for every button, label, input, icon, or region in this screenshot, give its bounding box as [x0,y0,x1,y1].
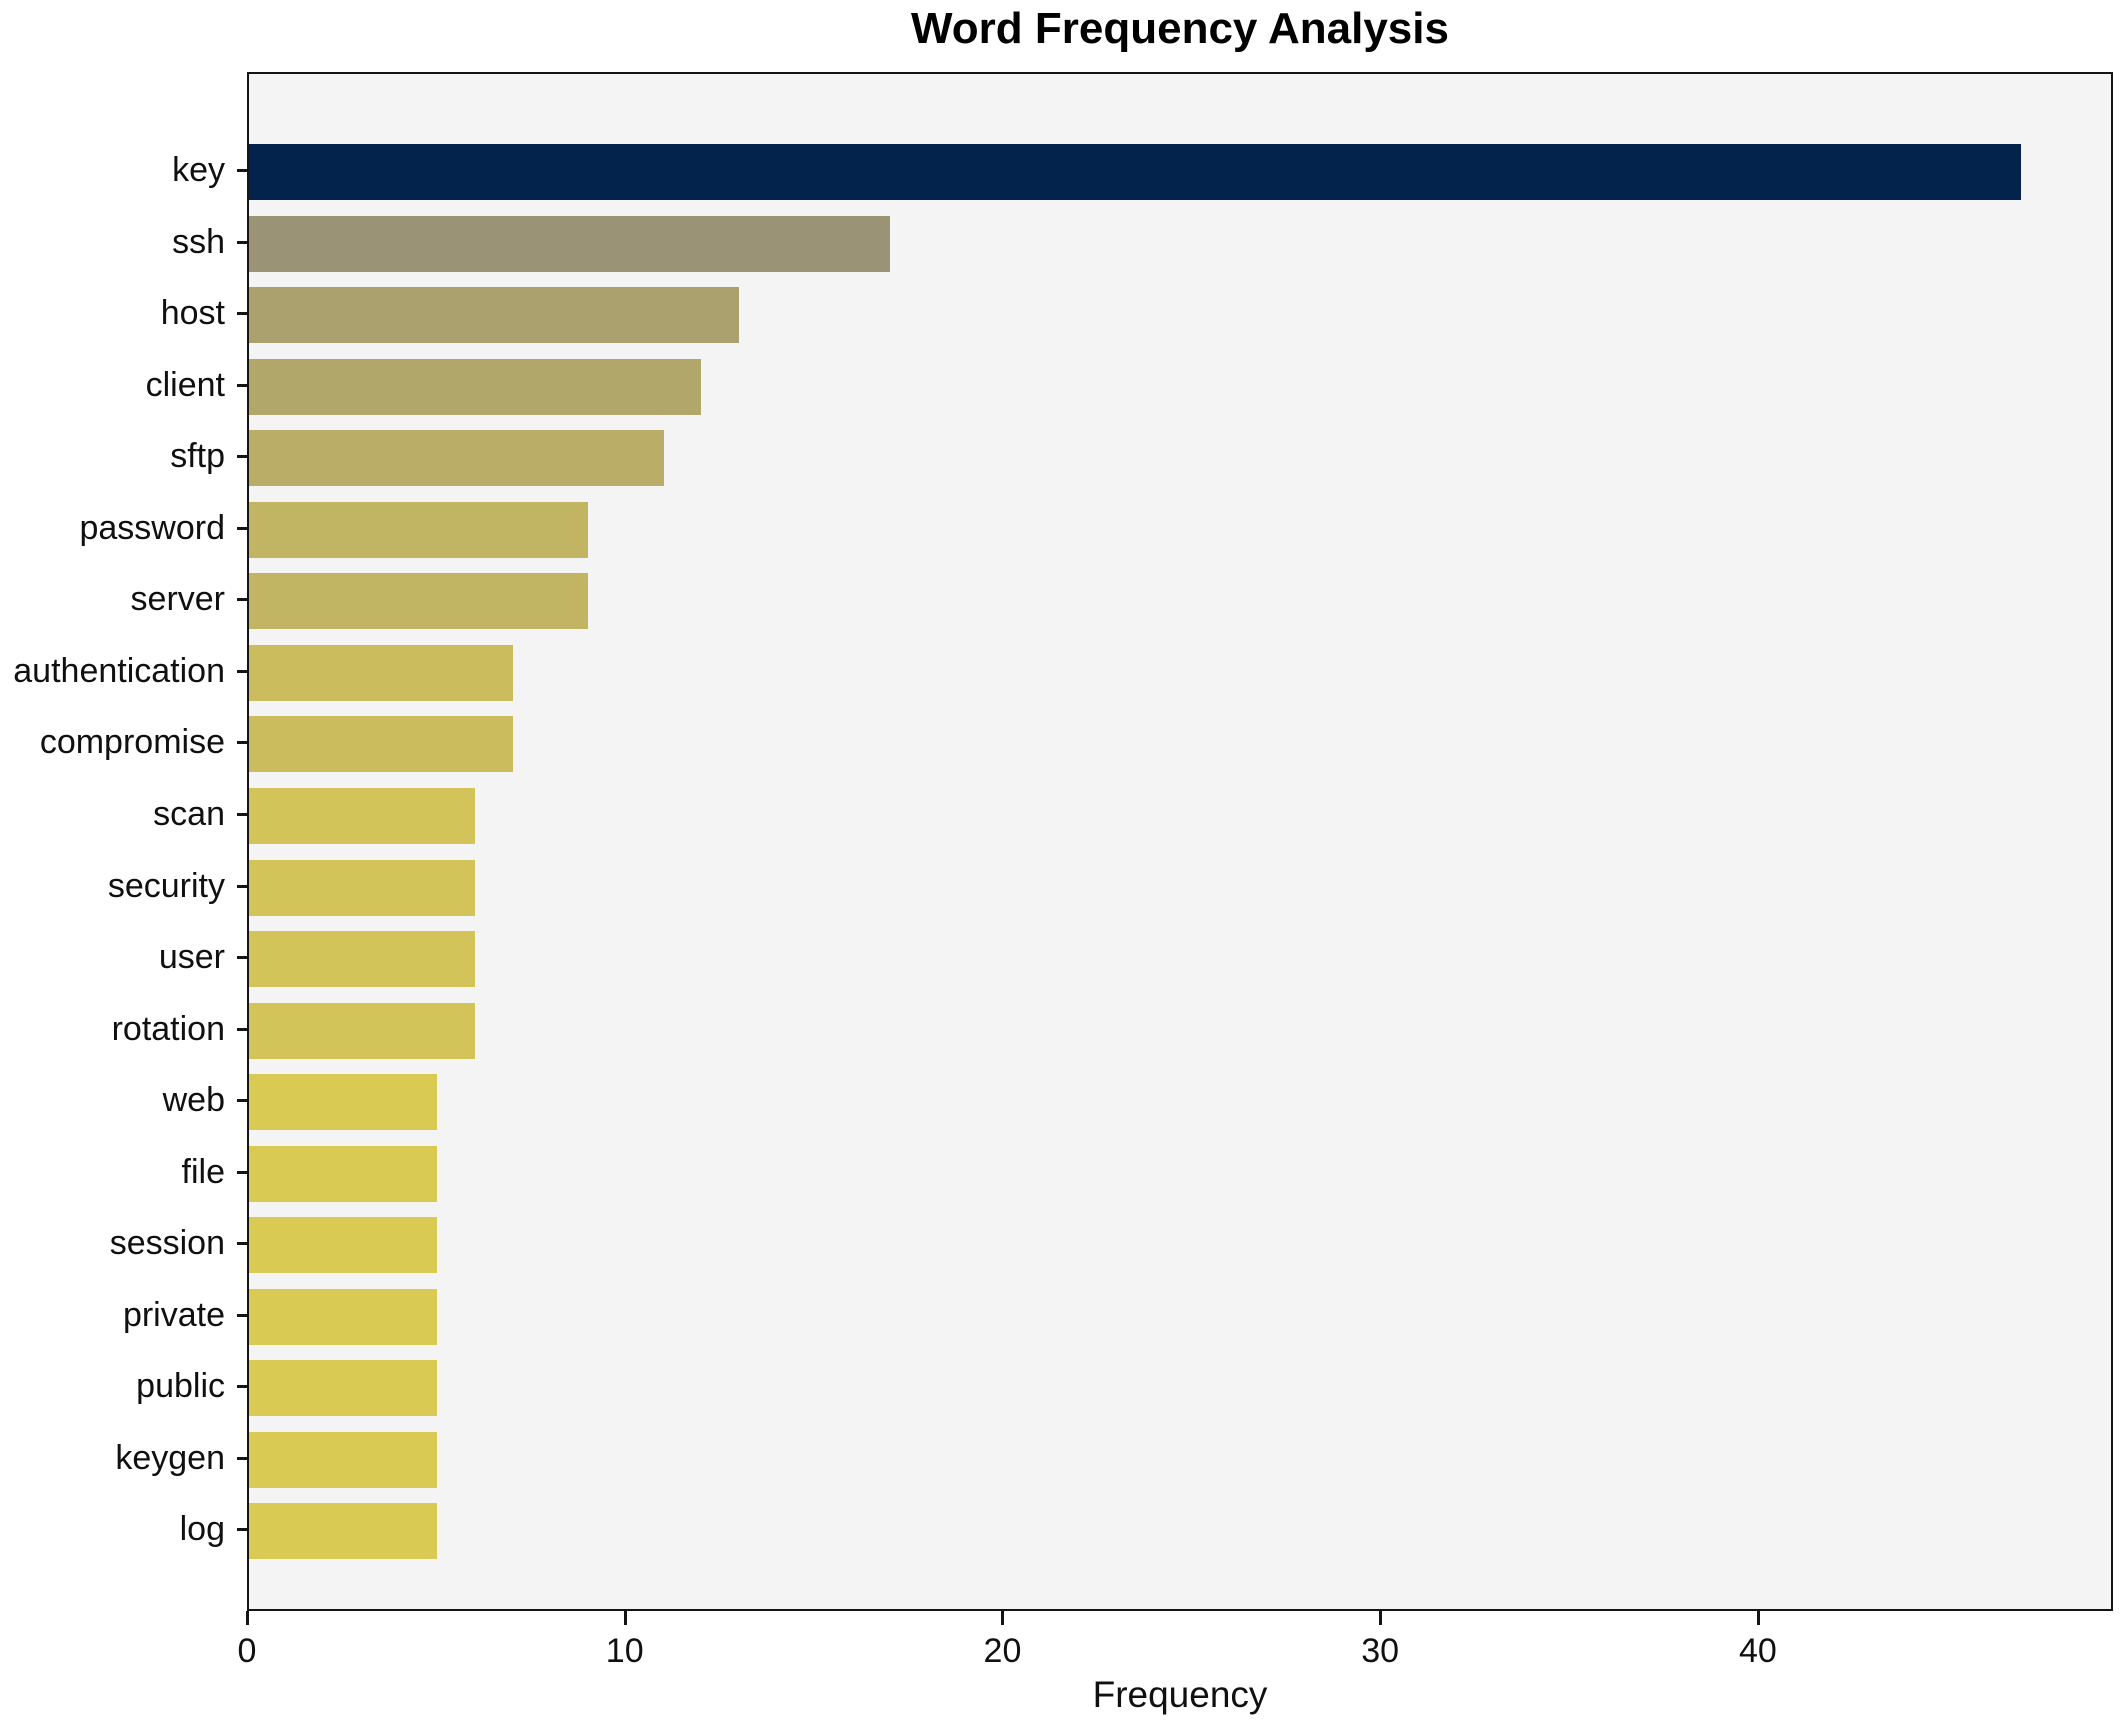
y-tick-label-host: host [160,294,225,333]
bar-row [249,1288,2111,1345]
chart-title: Word Frequency Analysis [911,4,1449,53]
y-tick-mark [237,1099,247,1103]
bar-row [249,1503,2111,1560]
x-tick-mark [1379,1611,1383,1625]
x-tick-label-40: 40 [1739,1632,1777,1670]
bar-session [249,1217,438,1274]
bar-ssh [249,215,890,272]
bar-row [249,1002,2111,1059]
y-tick-mark [237,812,247,816]
y-tick-label-session: session [109,1224,225,1263]
y-tick-mark [237,884,247,888]
bar-compromise [249,716,513,773]
bar-row [249,644,2111,701]
y-tick-label-scan: scan [153,794,225,833]
y-tick-mark [237,1313,247,1317]
y-tick-label-web: web [162,1081,225,1120]
y-tick-mark [237,240,247,244]
y-tick-label-key: key [172,151,225,189]
bar-row [249,501,2111,558]
bar-row [249,787,2111,844]
bar-host [249,287,739,344]
y-tick-label-client: client [145,365,225,404]
bar-sftp [249,430,664,487]
y-tick-label-server: server [130,580,225,619]
bar-user [249,931,476,988]
bar-client [249,358,702,415]
y-tick-mark [237,383,247,387]
y-tick-label-authentication: authentication [13,651,225,690]
bar-public [249,1360,438,1417]
bar-private [249,1288,438,1345]
bar-log [249,1503,438,1560]
bar-row [249,859,2111,916]
x-tick-mark [623,1611,627,1625]
bar-row [249,215,2111,272]
y-tick-mark [237,526,247,530]
bar-file [249,1145,438,1202]
y-tick-label-file: file [181,1152,225,1191]
bar-row [249,287,2111,344]
bar-security [249,859,476,916]
x-tick-label-20: 20 [983,1632,1022,1670]
y-tick-mark [237,741,247,745]
y-tick-label-compromise: compromise [39,723,225,762]
x-tick-mark [246,1611,249,1625]
bar-row [249,1360,2111,1417]
x-tick-label-0: 0 [237,1632,257,1670]
bar-keygen [249,1431,438,1488]
bar-row [249,358,2111,415]
y-tick-label-sftp: sftp [170,437,225,476]
bar-row [249,573,2111,630]
bar-row [249,144,2111,200]
y-tick-mark [237,1027,247,1031]
plot-area [247,72,2113,1611]
bar-web [249,1074,438,1131]
bar-row [249,1431,2111,1488]
y-tick-label-user: user [158,938,225,977]
y-tick-mark [237,1170,247,1174]
bar-scan [249,787,476,844]
x-tick-label-30: 30 [1361,1632,1400,1670]
y-tick-mark [237,312,247,316]
y-tick-mark [237,1456,247,1460]
x-axis-label: Frequency [1092,1674,1268,1715]
bar-row [249,1074,2111,1131]
bar-authentication [249,644,513,701]
bar-server [249,573,589,630]
bar-row [249,931,2111,988]
bar-rotation [249,1002,476,1059]
bar-row [249,430,2111,487]
y-tick-label-public: public [136,1367,225,1406]
y-tick-mark [237,1385,247,1389]
x-tick-label-10: 10 [605,1632,644,1670]
y-tick-mark [237,598,247,602]
y-tick-mark [237,1528,247,1532]
bar-row [249,1217,2111,1274]
y-tick-mark [237,169,247,172]
y-tick-mark [237,455,247,459]
bar-row [249,716,2111,773]
y-tick-label-keygen: keygen [115,1438,225,1477]
y-tick-label-ssh: ssh [172,222,225,261]
y-tick-mark [237,956,247,960]
y-tick-label-password: password [79,508,225,547]
y-tick-label-rotation: rotation [111,1009,225,1048]
x-tick-mark [1756,1611,1760,1625]
y-tick-label-log: log [179,1510,225,1549]
y-tick-mark [237,1242,247,1246]
bar-key [249,144,2021,200]
y-tick-label-security: security [107,866,225,905]
y-tick-label-private: private [122,1295,225,1334]
bar-password [249,501,589,558]
x-tick-mark [1001,1611,1005,1625]
bar-row [249,1145,2111,1202]
y-tick-mark [237,669,247,673]
